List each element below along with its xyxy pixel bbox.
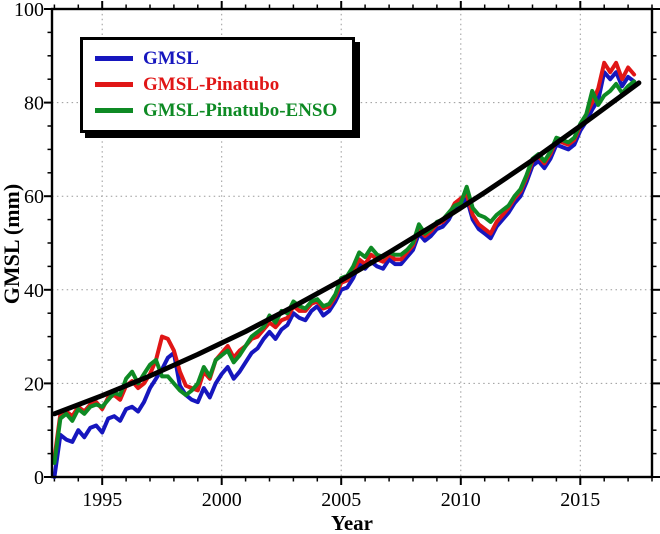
y-axis-title: GMSL (mm) [0, 183, 24, 305]
tick-labels: 1995 2000 2005 2010 2015 0 20 40 60 80 100 [14, 0, 600, 511]
x-tick-label-2005: 2005 [321, 489, 361, 511]
y-tick-label-0: 0 [34, 467, 44, 489]
trend-line [51, 80, 642, 417]
legend-item-gmsl: GMSL [95, 45, 337, 71]
x-tick-label-2000: 2000 [202, 489, 242, 511]
legend-item-gmsl-pinatubo-enso: GMSL-Pinatubo-ENSO [95, 97, 337, 123]
x-tick-label-2010: 2010 [441, 489, 481, 511]
legend-swatch-gmsl-pinatubo [95, 81, 133, 87]
legend-item-gmsl-pinatubo: GMSL-Pinatubo [95, 71, 337, 97]
plot-border [50, 7, 654, 479]
x-axis-title: Year [331, 511, 373, 534]
legend-label-gmsl: GMSL [143, 47, 199, 69]
y-tick-label-100: 100 [14, 0, 44, 21]
legend-swatch-gmsl [95, 55, 133, 61]
legend-label-gmsl-pinatubo-enso: GMSL-Pinatubo-ENSO [143, 99, 338, 121]
y-tick-label-60: 60 [24, 186, 44, 208]
legend-swatch-gmsl-pinatubo-enso [95, 107, 133, 113]
x-tick-label-1995: 1995 [82, 489, 122, 511]
y-tick-label-40: 40 [24, 280, 44, 302]
x-tick-label-2015: 2015 [560, 489, 600, 511]
legend-box: GMSL GMSL-Pinatubo GMSL-Pinatubo-ENSO [80, 37, 356, 133]
y-tick-label-20: 20 [24, 373, 44, 395]
y-tick-label-80: 80 [24, 93, 44, 115]
legend-label-gmsl-pinatubo: GMSL-Pinatubo [143, 73, 280, 95]
series-line-gmsl [52, 70, 637, 479]
